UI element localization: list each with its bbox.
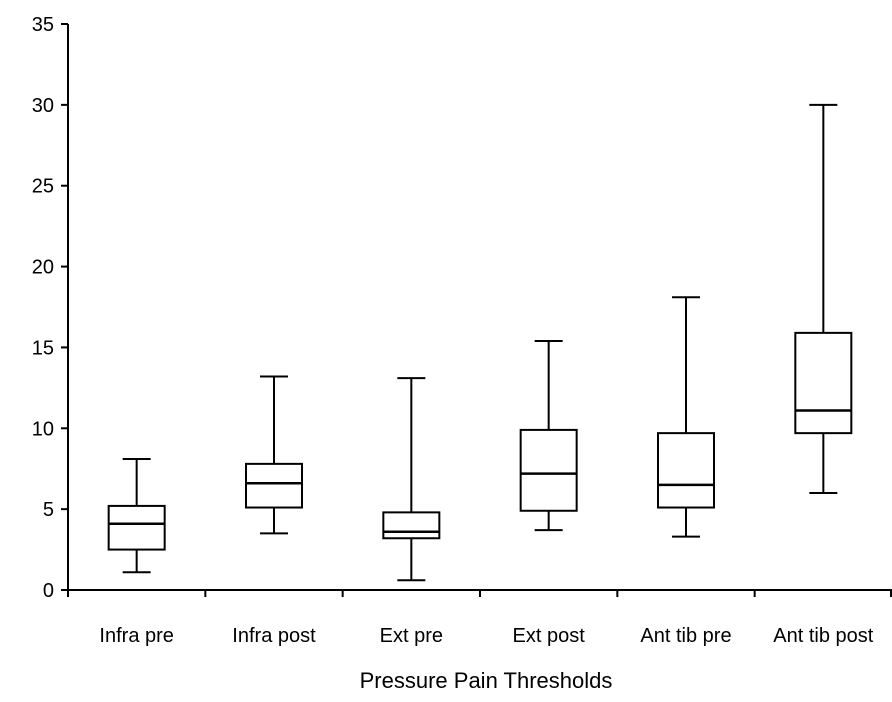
iqr-box xyxy=(794,331,853,435)
box-ext-post xyxy=(519,339,578,532)
iqr-box xyxy=(382,511,441,540)
x-tick-label: Ant tib post xyxy=(773,625,874,647)
x-tick-label: Ext pre xyxy=(380,625,443,647)
x-tick-label: Infra post xyxy=(232,625,316,647)
x-axis-title: Pressure Pain Thresholds xyxy=(360,668,613,693)
iqr-box xyxy=(519,428,578,512)
y-tick-label: 20 xyxy=(32,257,54,279)
y-tick-label: 30 xyxy=(32,95,54,117)
x-tick-label: Ant tib pre xyxy=(640,625,731,647)
y-tick-label: 5 xyxy=(43,499,54,521)
y-tick-label: 15 xyxy=(32,337,54,359)
box-ant-tib-post xyxy=(794,103,853,494)
x-tick-label: Infra pre xyxy=(99,625,173,647)
iqr-box xyxy=(657,432,715,509)
x-tick-label: Ext post xyxy=(513,625,586,647)
y-tick-label: 0 xyxy=(43,580,54,602)
box-ext-pre xyxy=(382,377,441,582)
x-axis: Infra pre Infra post Ext pre Ext post Ant ti… xyxy=(67,589,892,647)
iqr-box xyxy=(107,504,166,551)
y-tick-label: 25 xyxy=(32,176,54,198)
box-infra-post xyxy=(245,375,303,535)
y-tick-label: 10 xyxy=(32,418,54,440)
y-tick-label: 35 xyxy=(32,14,54,36)
box-ant-tib-pre xyxy=(657,296,715,538)
box-infra-pre xyxy=(107,458,166,574)
box-series xyxy=(107,103,853,582)
iqr-box xyxy=(245,462,303,509)
y-axis: 0 5 10 15 20 25 30 35 xyxy=(32,14,69,602)
